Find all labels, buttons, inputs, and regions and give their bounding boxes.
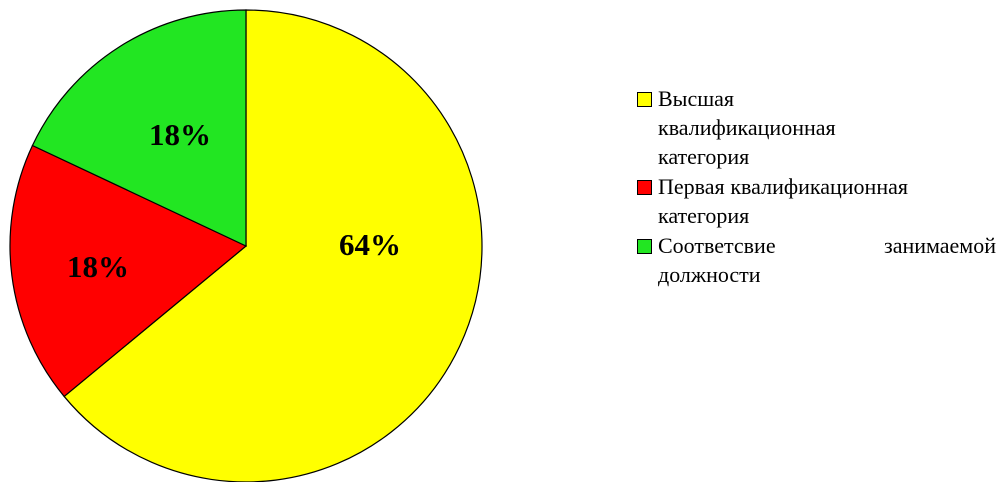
- data-label: 18%: [149, 117, 211, 152]
- legend-item: Высшая квалификационная категория: [636, 84, 908, 171]
- legend-swatch: [637, 239, 652, 254]
- legend-swatch: [637, 180, 652, 195]
- pie-slice: [31, 9, 247, 247]
- pie-slice: [63, 9, 483, 482]
- legend-label: Высшая квалификационная категория: [658, 86, 836, 169]
- legend: Высшая квалификационная категория Первая …: [636, 84, 996, 290]
- legend-label: Первая квалификационная категория: [658, 174, 908, 228]
- data-label: 18%: [67, 249, 129, 284]
- legend-item: Первая квалификационная категория: [636, 172, 908, 230]
- data-label: 64%: [339, 227, 401, 262]
- legend-item: Соответсвие занимаемой должности: [636, 231, 996, 289]
- legend-label: Соответсвие занимаемой должности: [658, 233, 996, 287]
- legend-swatch: [637, 92, 652, 107]
- pie-slice: [9, 144, 248, 398]
